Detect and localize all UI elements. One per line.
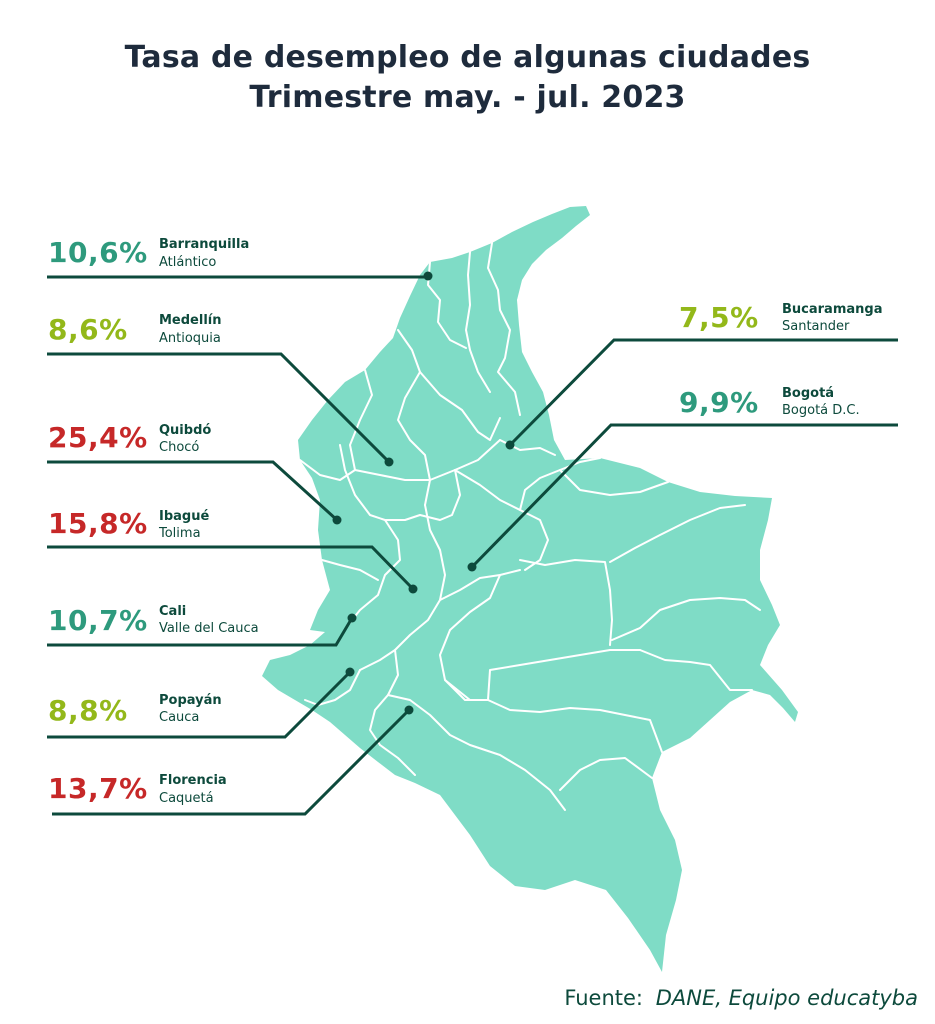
- department-name-bucaramanga: Santander: [782, 319, 850, 334]
- city-name-barranquilla: Barranquilla: [159, 237, 250, 252]
- city-name-medellin: Medellín: [159, 313, 222, 328]
- leader-line-bucaramanga: [508, 338, 898, 447]
- rate-ibague: 15,8%: [48, 507, 148, 540]
- city-marker-popayan: [345, 667, 355, 677]
- city-marker-cali: [347, 613, 357, 623]
- leader-line-medellin: [47, 352, 391, 464]
- city-name-bucaramanga: Bucaramanga: [782, 302, 883, 317]
- city-name-ibague: Ibagué: [159, 509, 210, 524]
- department-name-barranquilla: Atlántico: [159, 255, 217, 270]
- title-line-1: Tasa de desempleo de algunas ciudades: [124, 40, 811, 75]
- leader-line-florencia: [52, 708, 411, 816]
- department-name-popayan: Cauca: [159, 710, 200, 725]
- city-marker-bucaramanga: [505, 440, 515, 450]
- source-label: Fuente:: [564, 986, 644, 1010]
- department-name-florencia: Caquetá: [159, 791, 214, 806]
- city-marker-medellin: [384, 457, 394, 467]
- rate-florencia: 13,7%: [48, 772, 148, 805]
- leader-line-barranquilla: [47, 275, 430, 279]
- city-marker-quibdo: [332, 515, 342, 525]
- department-name-quibdo: Chocó: [159, 440, 200, 455]
- source-text: DANE, Equipo educatyba: [655, 986, 918, 1010]
- department-name-cali: Valle del Cauca: [159, 621, 259, 636]
- colombia-silhouette: [262, 206, 798, 972]
- city-marker-florencia: [404, 705, 414, 715]
- map-title: Tasa de desempleo de algunas ciudades Tr…: [0, 38, 935, 118]
- rate-bogota: 9,9%: [679, 386, 759, 419]
- department-name-bogota: Bogotá D.C.: [782, 403, 860, 418]
- leader-line-ibague: [47, 545, 415, 591]
- leader-line-popayan: [47, 670, 352, 739]
- rate-quibdo: 25,4%: [48, 421, 148, 454]
- city-name-florencia: Florencia: [159, 773, 227, 788]
- city-name-cali: Cali: [159, 604, 187, 619]
- department-name-ibague: Tolima: [159, 526, 201, 541]
- leader-line-cali: [47, 617, 354, 647]
- rate-popayan: 8,8%: [48, 694, 128, 727]
- department-name-medellin: Antioquia: [159, 331, 221, 346]
- city-name-popayan: Popayán: [159, 693, 222, 708]
- city-markers: [332, 271, 515, 715]
- rate-cali: 10,7%: [48, 604, 148, 637]
- city-name-bogota: Bogotá: [782, 386, 835, 401]
- title-line-2: Trimestre may. - jul. 2023: [249, 80, 686, 115]
- rate-barranquilla: 10,6%: [48, 236, 148, 269]
- department-borders: [299, 242, 761, 811]
- city-marker-bogota: [467, 562, 477, 572]
- leader-line-quibdo: [47, 460, 339, 522]
- rate-bucaramanga: 7,5%: [679, 301, 759, 334]
- city-name-quibdo: Quibdó: [159, 423, 212, 438]
- city-marker-ibague: [408, 584, 418, 594]
- source-credit: Fuente: DANE, Equipo educatyba: [564, 986, 918, 1010]
- city-marker-barranquilla: [423, 271, 433, 281]
- rate-medellin: 8,6%: [48, 313, 128, 346]
- leader-lines: [47, 275, 898, 816]
- leader-line-bogota: [470, 423, 898, 569]
